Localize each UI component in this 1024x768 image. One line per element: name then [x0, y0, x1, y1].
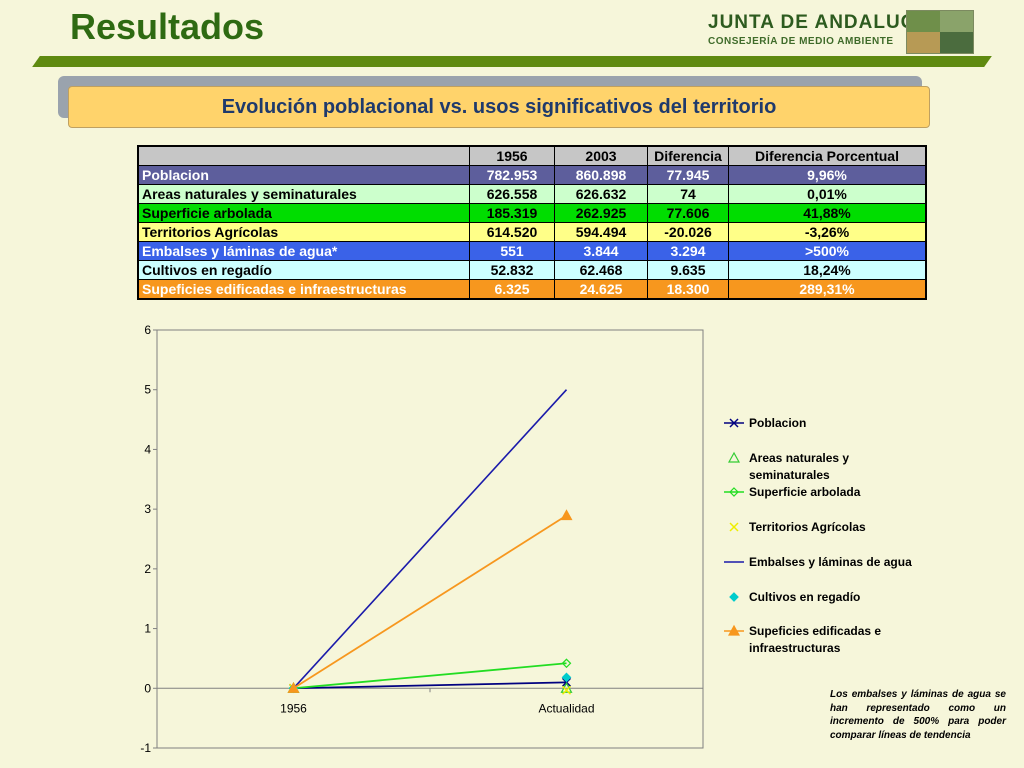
- y-tick-label: 0: [144, 681, 151, 695]
- y-tick-label: 6: [144, 323, 151, 337]
- table-row: Supeficies edificadas e infraestructuras…: [137, 279, 927, 300]
- table-cell: Supeficies edificadas e infraestructuras: [137, 279, 470, 300]
- junta-andalucia-logo: JUNTA DE ANDALUCIA CONSEJERÍA DE MEDIO A…: [708, 12, 936, 47]
- table-row: Territorios Agrícolas 614.520 594.494 -20.0…: [137, 222, 927, 242]
- table-cell: 41,88%: [728, 203, 927, 223]
- data-table: 1956 2003 Diferencia Diferencia Porcentual …: [137, 145, 927, 300]
- table-row: Superficie arbolada 185.319 262.925 77.606 4…: [137, 203, 927, 223]
- table-cell: Superficie arbolada: [137, 203, 470, 223]
- title-underline-bar: [32, 56, 992, 67]
- legend-label: Poblacion: [749, 416, 806, 430]
- legend-marker: [729, 487, 739, 497]
- table-cell: 289,31%: [728, 279, 927, 300]
- line-chart: -1 0 1 2 3 4 5 6 1956 Actualidad Poblacion Areas na…: [140, 323, 912, 755]
- legend-label: Embalses y láminas de agua: [749, 555, 912, 569]
- table-cell: Territorios Agrícolas: [137, 222, 470, 242]
- table-cell: 9,96%: [728, 165, 927, 185]
- table-row: Embalses y láminas de agua* 551 3.844 3.294…: [137, 241, 927, 261]
- table-cell: 614.520: [469, 222, 555, 242]
- legend-label: Areas naturales y: [749, 451, 849, 465]
- table-cell: 185.319: [469, 203, 555, 223]
- table-cell: 626.632: [554, 184, 648, 204]
- table-row: Areas naturales y seminaturales 626.558 62…: [137, 184, 927, 204]
- table-cell: 782.953: [469, 165, 555, 185]
- table-cell: Cultivos en regadío: [137, 260, 470, 280]
- table-cell: Embalses y láminas de agua*: [137, 241, 470, 261]
- series-line: [293, 681, 567, 690]
- table-row: Poblacion 782.953 860.898 77.945 9,96%: [137, 165, 927, 185]
- legend-label: Superficie arbolada: [749, 485, 861, 499]
- x-tick-label: Actualidad: [538, 701, 594, 715]
- legend-label: Territorios Agrícolas: [749, 520, 866, 534]
- table-cell: 626.558: [469, 184, 555, 204]
- legend-label: infraestructuras: [749, 641, 841, 655]
- logo-line-1: JUNTA DE ANDALUCIA: [708, 12, 937, 33]
- legend-label: Supeficies edificadas e: [749, 624, 881, 638]
- table-cell: 3.844: [554, 241, 648, 261]
- legend-marker: [729, 418, 739, 428]
- table-cell: 62.468: [554, 260, 648, 280]
- table-cell: -3,26%: [728, 222, 927, 242]
- table-cell: 18.300: [647, 279, 729, 300]
- y-tick-label: -1: [140, 741, 151, 755]
- legend-marker: [729, 522, 739, 532]
- table-cell: 52.832: [469, 260, 555, 280]
- footnote: Los embalses y láminas de agua se han re…: [830, 689, 1006, 741]
- table-cell: 594.494: [554, 222, 648, 242]
- section-banner: Evolución poblacional vs. usos significa…: [68, 86, 930, 128]
- y-tick-label: 1: [144, 622, 151, 636]
- legend-marker: [729, 592, 739, 602]
- table-cell: 551: [469, 241, 555, 261]
- table-header-cell: 1956: [469, 145, 555, 166]
- y-tick-label: 3: [144, 502, 151, 516]
- table-cell: 74: [647, 184, 729, 204]
- table-cell: 77.945: [647, 165, 729, 185]
- legend-marker: [727, 624, 741, 636]
- legend-marker: [727, 451, 741, 463]
- legend-label: Cultivos en regadío: [749, 590, 860, 604]
- data-point-marker: [560, 509, 573, 521]
- table-cell: Areas naturales y seminaturales: [137, 184, 470, 204]
- data-point-marker: [287, 682, 300, 693]
- series-line: [293, 514, 567, 690]
- data-point-marker: [561, 658, 572, 669]
- data-point-marker: [561, 672, 572, 683]
- y-tick-label: 5: [144, 383, 151, 397]
- table-cell: 6.325: [469, 279, 555, 300]
- page-title: Resultados: [70, 6, 265, 47]
- table-cell: 24.625: [554, 279, 648, 300]
- y-tick-label: 2: [144, 562, 151, 576]
- table-row: Cultivos en regadío 52.832 62.468 9.635 18,2…: [137, 260, 927, 280]
- series-line: [292, 389, 568, 689]
- landscape-logo-image: [906, 10, 974, 54]
- logo-line-2: CONSEJERÍA DE MEDIO AMBIENTE: [708, 36, 894, 47]
- data-point-marker: [561, 685, 572, 695]
- table-cell: >500%: [728, 241, 927, 261]
- y-tick-label: 4: [144, 442, 151, 456]
- x-tick-label: 1956: [280, 701, 307, 715]
- table-header-cell: 2003: [554, 145, 648, 166]
- legend-label: seminaturales: [749, 468, 830, 482]
- table-header-cell: [137, 145, 470, 166]
- table-cell: 0,01%: [728, 184, 927, 204]
- table-header-cell: Diferencia: [647, 145, 729, 166]
- table-cell: Poblacion: [137, 165, 470, 185]
- table-cell: 9.635: [647, 260, 729, 280]
- table-cell: -20.026: [647, 222, 729, 242]
- plot-area-frame: [156, 329, 704, 749]
- series-line: [293, 662, 567, 690]
- table-cell: 3.294: [647, 241, 729, 261]
- table-cell: 77.606: [647, 203, 729, 223]
- table-cell: 18,24%: [728, 260, 927, 280]
- table-cell: 860.898: [554, 165, 648, 185]
- table-header-cell: Diferencia Porcentual: [728, 145, 927, 166]
- table-cell: 262.925: [554, 203, 648, 223]
